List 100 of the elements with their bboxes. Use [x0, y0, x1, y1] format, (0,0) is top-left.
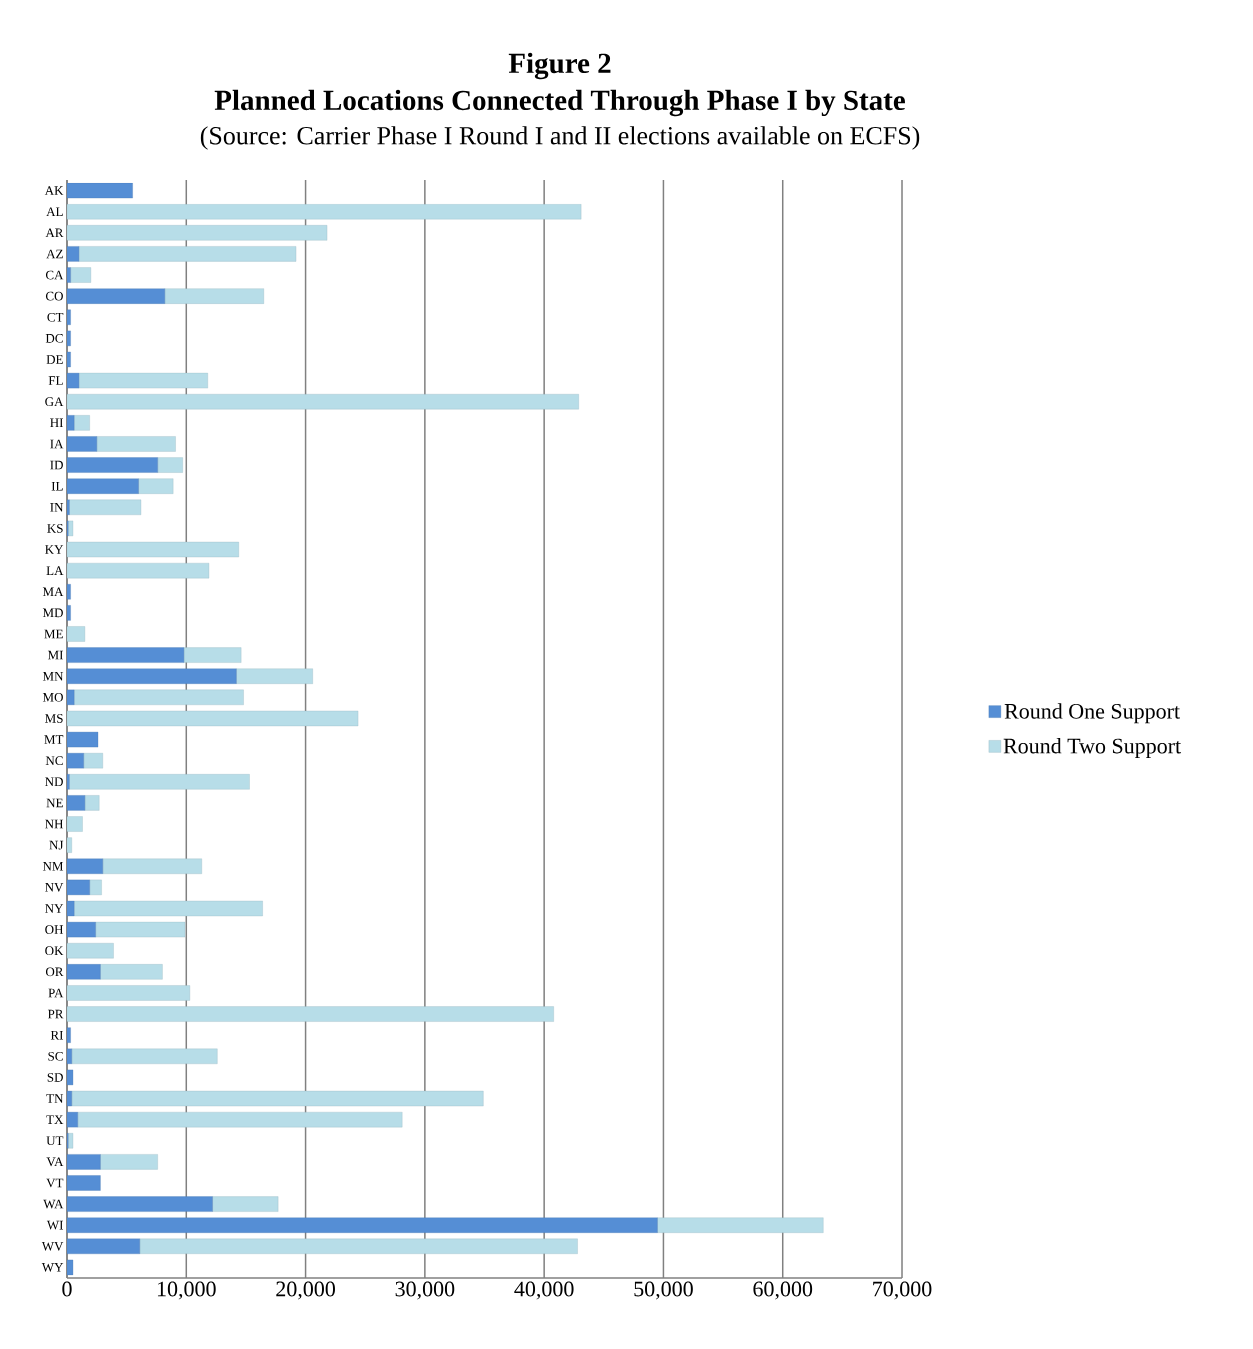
- y-tick-label: RI: [50, 1030, 64, 1040]
- y-tick-label: PR: [47, 1009, 64, 1019]
- bar: [67, 1238, 140, 1254]
- y-tick-label: LA: [46, 566, 64, 575]
- bar: [83, 753, 103, 769]
- y-tick-label: MA: [42, 587, 64, 597]
- bar: [67, 964, 101, 980]
- bar: [67, 668, 237, 684]
- y-tick-label: CA: [45, 270, 64, 280]
- bar: [67, 731, 99, 748]
- y-tick-label: WV: [41, 1241, 64, 1251]
- bar: [74, 415, 90, 431]
- bar: [100, 1154, 158, 1170]
- bar: [67, 1069, 74, 1086]
- y-tick-label: AK: [44, 186, 64, 195]
- bar: [96, 436, 176, 452]
- bar: [67, 837, 72, 853]
- y-tick-label: CO: [45, 291, 63, 301]
- bar: [67, 900, 75, 917]
- bar: [67, 1154, 101, 1170]
- bar: [67, 1196, 213, 1212]
- bar: [78, 372, 208, 389]
- bar: [657, 1217, 824, 1233]
- bar: [67, 541, 239, 558]
- y-tick-label: NJ: [49, 840, 64, 850]
- y-tick-label: KS: [47, 524, 63, 533]
- bar: [67, 816, 83, 832]
- y-tick-label: VT: [46, 1178, 64, 1188]
- y-tick-label: OR: [45, 967, 64, 977]
- bar: [67, 1112, 78, 1128]
- bar: [71, 1048, 218, 1064]
- legend-label: Round Two Support: [1003, 738, 1182, 758]
- y-tick-label: SD: [47, 1073, 63, 1082]
- bar: [67, 943, 114, 959]
- bar: [67, 1259, 74, 1276]
- bar: [102, 858, 202, 874]
- bar: [77, 1112, 403, 1128]
- bar: [74, 900, 263, 917]
- bar: [67, 858, 103, 874]
- y-tick-label: AR: [45, 228, 64, 238]
- bar: [67, 225, 328, 241]
- y-tick-label: AZ: [46, 249, 63, 259]
- bar: [67, 647, 185, 663]
- bar: [68, 520, 74, 537]
- y-tick-label: TX: [46, 1115, 64, 1124]
- text: (Source: Carrier Phase I Round I and II elections available on ECFS): [200, 126, 920, 150]
- bar: [67, 351, 71, 368]
- bar: [74, 689, 244, 705]
- y-tick-label: MT: [44, 735, 64, 744]
- bar: [67, 605, 71, 621]
- bar: [69, 499, 142, 515]
- y-tick-label: MS: [45, 714, 63, 723]
- y-tick-label: ND: [45, 777, 63, 787]
- y-tick-label: NC: [45, 756, 63, 766]
- y-tick-label: UT: [46, 1136, 64, 1146]
- bar: [157, 457, 183, 473]
- y-tick-label: ME: [44, 629, 63, 639]
- legend-label: Round One Support: [1004, 703, 1180, 724]
- y-tick-label: IA: [50, 439, 64, 449]
- y-tick-label: DE: [46, 355, 63, 364]
- y-tick-label: NY: [45, 904, 64, 913]
- bar: [67, 795, 86, 811]
- y-tick-label: MO: [42, 692, 63, 702]
- chart-title: Figure 2: [508, 52, 611, 80]
- y-tick-label: OK: [45, 946, 64, 956]
- y-tick-label: VA: [46, 1157, 64, 1167]
- y-tick-label: DC: [45, 334, 63, 343]
- y-tick-label: TN: [46, 1094, 64, 1103]
- y-tick-label: WA: [43, 1199, 64, 1209]
- chart-subtitle: Planned Locations Connected Through Phase I by State: [214, 89, 905, 117]
- bar: [67, 1027, 71, 1043]
- bar: [95, 921, 186, 938]
- y-tick-label: IL: [51, 481, 63, 491]
- y-tick-label: NE: [46, 798, 63, 808]
- y-tick-label: HI: [50, 418, 64, 428]
- y-tick-label: NV: [45, 883, 64, 892]
- bar: [89, 879, 102, 896]
- y-tick-label: NH: [45, 819, 64, 829]
- bar: [68, 1133, 74, 1149]
- bar: [67, 267, 71, 283]
- y-tick-label: IN: [50, 503, 64, 512]
- bar: [67, 921, 96, 938]
- y-tick-label: MD: [42, 608, 63, 618]
- bar: [67, 626, 86, 642]
- y-tick-label: MN: [42, 671, 64, 681]
- x-tick-label: 40,000: [514, 1281, 574, 1300]
- bar: [212, 1196, 279, 1212]
- x-tick-label: 50,000: [634, 1281, 693, 1300]
- y-tick-label: MI: [47, 650, 64, 660]
- x-tick-label: 30,000: [395, 1281, 455, 1300]
- bar: [67, 499, 70, 515]
- bar: [67, 1217, 658, 1233]
- y-tick-label: WY: [41, 1263, 64, 1272]
- x-tick-label: 10,000: [157, 1281, 216, 1300]
- bar: [67, 204, 582, 220]
- bar: [67, 879, 90, 896]
- bar: [100, 964, 163, 980]
- bar: [67, 457, 158, 473]
- bar: [67, 689, 75, 705]
- x-tick-label: 0: [62, 1281, 72, 1297]
